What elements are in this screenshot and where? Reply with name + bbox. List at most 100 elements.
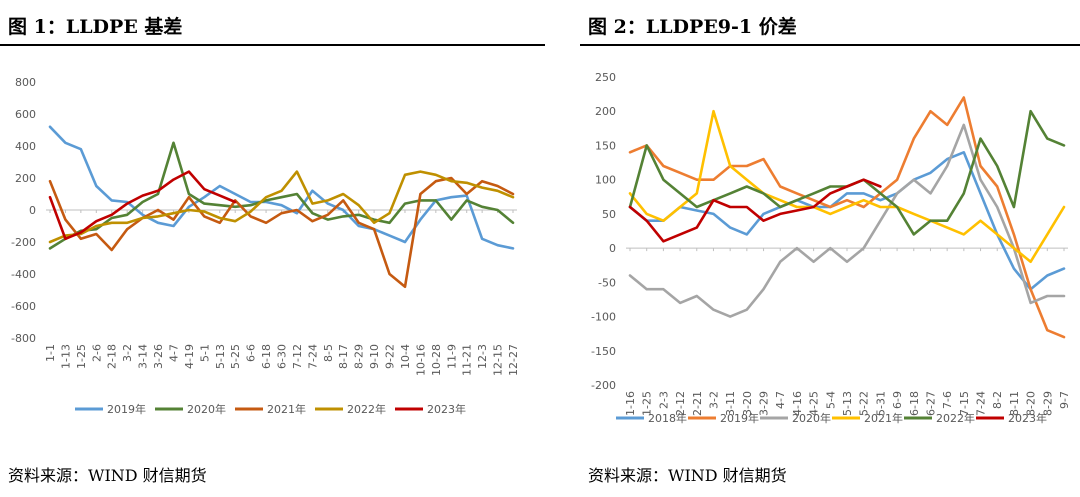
legend-label: 2019年: [107, 402, 146, 416]
x-tick-label: 3-2: [707, 391, 720, 409]
y-tick-label: -200: [591, 379, 616, 392]
x-tick-label: 3-20: [741, 391, 754, 416]
legend-label: 2018年: [648, 411, 687, 425]
figure-title: 图 1：LLDPE 基差: [8, 16, 183, 38]
y-tick-label: -600: [11, 300, 36, 313]
x-tick-label: 9-7: [1058, 391, 1071, 409]
x-tick-label: 8-5: [322, 344, 335, 362]
x-tick-label: 8-11: [1008, 391, 1021, 416]
y-tick-label: 200: [595, 105, 616, 118]
y-tick-label: 150: [595, 139, 616, 152]
y-tick-label: 250: [595, 71, 616, 84]
x-tick-label: 4-16: [791, 391, 804, 416]
series-line-3: [628, 123, 1066, 318]
x-tick-label: 12-3: [476, 344, 489, 369]
x-tick-label: 3-2: [121, 344, 134, 362]
x-tick-label: 11-9: [445, 344, 458, 369]
x-tick-label: 9-22: [384, 344, 397, 369]
y-tick-label: -100: [591, 311, 616, 324]
x-tick-label: 4-19: [183, 344, 196, 369]
legend-label: 2023年: [427, 402, 466, 416]
y-tick-label: -800: [11, 332, 36, 345]
x-tick-label: 7-12: [291, 344, 304, 369]
series-line-5: [628, 109, 1066, 236]
series-line-1: [48, 125, 515, 250]
x-tick-label: 10-4: [399, 344, 412, 369]
x-tick-label: 1-25: [641, 391, 654, 416]
x-tick-label: 6-18: [908, 391, 921, 416]
x-tick-label: 8-29: [1041, 391, 1054, 416]
series-line-2: [628, 96, 1066, 339]
chart-panel-spread: 图 2：LLDPE9-1 价差 250 200 150 100 50 0 -50 -100 -1…: [580, 0, 1080, 497]
x-tick-label: 4-25: [808, 391, 821, 416]
x-tick-label: 5-1: [198, 344, 211, 362]
x-tick-label: 6-6: [245, 344, 258, 362]
series-line-6: [628, 178, 882, 243]
y-tick-label: 0: [29, 204, 36, 217]
x-tick-label: 2-18: [106, 344, 119, 369]
x-tick-label: 8-29: [353, 344, 366, 369]
x-tick-label: 3-29: [758, 391, 771, 416]
legend-label: 2021年: [864, 411, 903, 425]
x-tick-label: 9-10: [368, 344, 381, 369]
x-tick-label: 3-14: [137, 344, 150, 369]
y-tick-label: -400: [11, 268, 36, 281]
x-tick-label: 1-1: [44, 344, 57, 362]
y-tick-label: 400: [15, 140, 36, 153]
x-tick-label: 2-6: [90, 344, 103, 362]
y-tick-label: 50: [602, 208, 616, 221]
y-tick-label: -50: [598, 276, 616, 289]
y-tick-label: 100: [595, 174, 616, 187]
x-tick-label: 11-21: [461, 344, 474, 376]
x-tick-label: 8-20: [1025, 391, 1038, 416]
x-tick-label: 7-6: [941, 391, 954, 409]
y-tick-label: 200: [15, 172, 36, 185]
x-tick-label: 5-22: [858, 391, 871, 416]
series-line-1: [628, 151, 1066, 291]
x-tick-label: 6-18: [260, 344, 273, 369]
x-tick-label: 2-21: [691, 391, 704, 416]
legend-label: 2021年: [267, 402, 306, 416]
x-tick-label: 5-13: [841, 391, 854, 416]
x-tick-label: 2-3: [657, 391, 670, 409]
x-tick-label: 1-16: [624, 391, 637, 416]
legend-label: 2023年: [1008, 411, 1047, 425]
y-tick-label: -150: [591, 345, 616, 358]
x-tick-label: 5-4: [824, 391, 837, 409]
y-tick-label: 600: [15, 108, 36, 121]
x-tick-label: 4-7: [167, 344, 180, 362]
x-tick-label: 10-16: [414, 344, 427, 376]
x-tick-label: 12-27: [507, 344, 520, 376]
legend-label: 2019年: [720, 411, 759, 425]
series-line-4: [48, 170, 515, 244]
legend-label: 2020年: [187, 402, 226, 416]
x-tick-label: 6-27: [924, 391, 937, 416]
x-tick-label: 7-24: [975, 391, 988, 416]
x-tick-label: 8-17: [337, 344, 350, 369]
series-line-3: [48, 176, 515, 289]
x-tick-label: 2-12: [674, 391, 687, 416]
figure-source: 资料来源：WIND 财信期货: [8, 466, 207, 485]
basis-line-chart: 800 600 400 200 0 -200 -400 -600 -800 1-1 1-13 1-25…: [11, 76, 520, 416]
x-tick-label: 5-31: [874, 391, 887, 416]
series-line-2: [48, 141, 515, 250]
x-tick-label: 7-15: [958, 391, 971, 416]
y-tick-label: 0: [609, 242, 616, 255]
legend-label: 2020年: [792, 411, 831, 425]
title-rule: [0, 44, 545, 46]
x-tick-label: 7-24: [306, 344, 319, 369]
x-tick-label: 6-9: [891, 391, 904, 409]
x-tick-label: 3-26: [152, 344, 165, 369]
series-line-5: [48, 170, 237, 241]
x-tick-label: 12-15: [492, 344, 505, 376]
x-tick-label: 4-7: [774, 391, 787, 409]
x-tick-label: 5-13: [214, 344, 227, 369]
x-tick-label: 6-30: [276, 344, 289, 369]
figure-title: 图 2：LLDPE9-1 价差: [588, 16, 797, 38]
legend-label: 2022年: [936, 411, 975, 425]
x-tick-label: 1-25: [75, 344, 88, 369]
x-tick-label: 10-28: [430, 344, 443, 376]
x-tick-label: 1-13: [59, 344, 72, 369]
figure-source: 资料来源：WIND 财信期货: [588, 466, 787, 485]
